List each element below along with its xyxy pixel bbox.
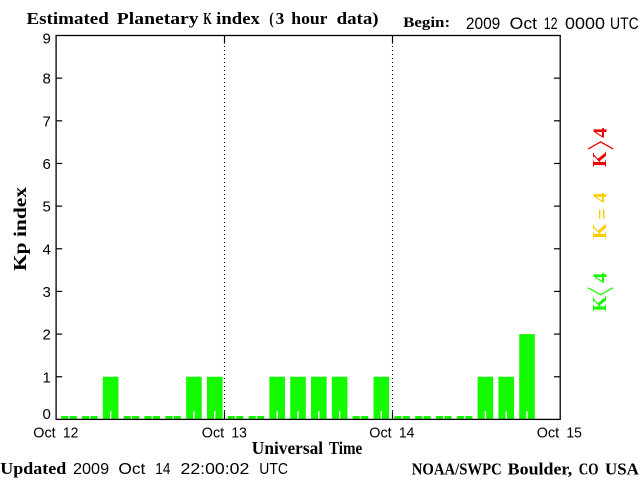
svg-text:12: 12 (544, 14, 558, 33)
svg-text:15: 15 (566, 425, 582, 442)
svg-text:=: = (591, 208, 613, 219)
svg-text:0: 0 (42, 406, 50, 423)
svg-text:Updated: Updated (0, 459, 66, 478)
svg-text:4: 4 (590, 193, 612, 203)
svg-text:12: 12 (63, 425, 79, 442)
svg-text:Begin:: Begin: (403, 15, 450, 31)
svg-text:Estimated: Estimated (27, 9, 109, 28)
svg-text:2: 2 (42, 327, 50, 344)
svg-text:1: 1 (42, 369, 50, 386)
svg-text:4: 4 (590, 273, 612, 283)
svg-text:Planetary: Planetary (117, 9, 200, 28)
svg-text:Oct: Oct (118, 461, 145, 478)
svg-text:13: 13 (231, 425, 247, 442)
svg-text:5: 5 (42, 199, 50, 216)
svg-text:NOAA/SWPC: NOAA/SWPC (412, 459, 502, 478)
svg-text:CO: CO (579, 459, 599, 478)
svg-text:Universal: Universal (252, 438, 323, 458)
svg-text:2009: 2009 (73, 461, 109, 478)
svg-text:14: 14 (155, 461, 170, 478)
svg-text:6: 6 (42, 156, 50, 173)
svg-text:Kp index: Kp index (10, 187, 30, 271)
svg-text:Boulder,: Boulder, (508, 459, 573, 478)
svg-text:9: 9 (42, 31, 50, 48)
svg-text:8: 8 (42, 71, 50, 88)
svg-text:K: K (589, 296, 611, 312)
svg-text:3: 3 (276, 9, 285, 28)
svg-text:index: index (216, 9, 261, 28)
svg-text:Time: Time (329, 438, 362, 458)
svg-text:7: 7 (42, 113, 50, 130)
svg-text:(: ( (269, 9, 274, 28)
svg-text:Oct: Oct (510, 14, 538, 33)
svg-text:22:00:02: 22:00:02 (181, 461, 250, 478)
svg-text:4: 4 (590, 128, 612, 138)
svg-text:0000: 0000 (565, 14, 605, 33)
svg-text:Oct: Oct (537, 425, 560, 442)
svg-text:3: 3 (42, 284, 50, 301)
svg-text:Oct: Oct (369, 425, 392, 442)
svg-text:UTC: UTC (610, 14, 639, 33)
svg-text:hour: hour (291, 9, 327, 28)
svg-text:UTC: UTC (259, 461, 288, 478)
svg-text:4: 4 (42, 241, 50, 258)
svg-text:14: 14 (399, 425, 415, 442)
svg-text:data): data) (337, 9, 379, 28)
svg-text:K: K (589, 151, 611, 167)
svg-text:K: K (589, 223, 611, 239)
svg-text:Oct: Oct (202, 425, 225, 442)
svg-text:2009: 2009 (466, 14, 500, 33)
svg-text:Oct: Oct (33, 425, 56, 442)
svg-text:K: K (203, 9, 212, 28)
svg-text:USA: USA (605, 459, 640, 478)
